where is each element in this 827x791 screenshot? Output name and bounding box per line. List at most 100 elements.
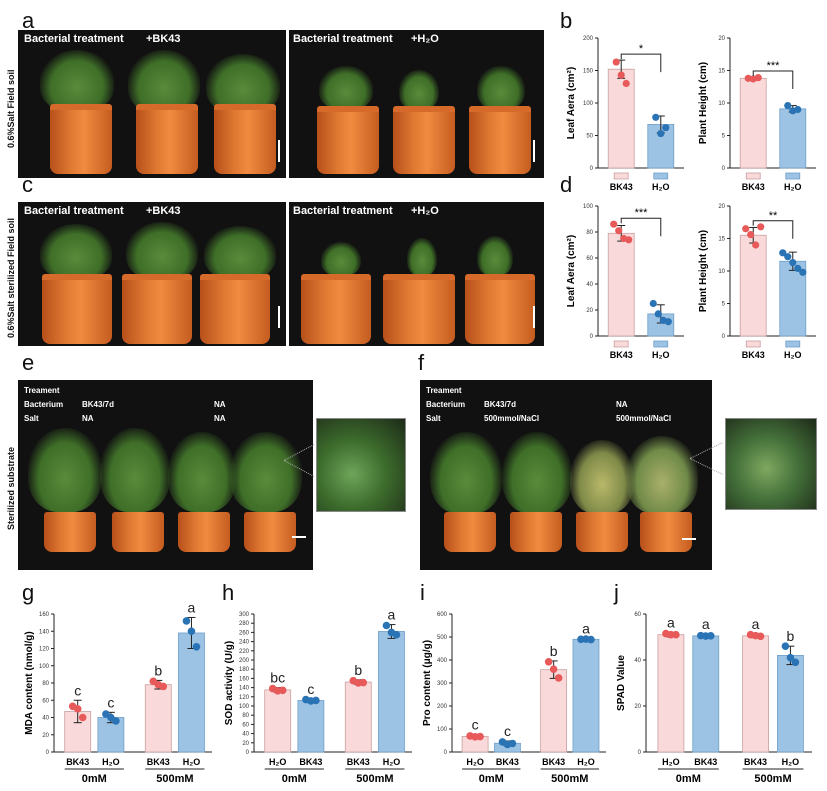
x-tick-label-1: BK43 [299,757,322,767]
significance-bracket [620,53,662,73]
bar-0 [739,77,767,169]
panel-letter-j: j [614,580,619,605]
y-tick-label: 160 [39,612,50,618]
data-point-0-3 [757,223,765,231]
bar-2 [742,635,769,753]
data-point-2-2 [159,682,168,691]
data-point-1-1 [784,253,792,261]
y-tick-label: 300 [239,612,250,618]
data-point-0-2 [476,732,484,741]
data-point-2-2 [554,674,563,682]
significance-bracket [620,217,662,237]
bar-3 [572,638,600,753]
data-point-0-2 [752,241,760,249]
x-tick-label-2: BK43 [147,757,170,767]
y-tick-label: 100 [583,101,594,107]
side-label-e: Sterilized substrate [6,446,16,530]
photo-f-table-cell-2-1: 500mmol/NaCl [484,414,540,423]
y-tick-label: 180 [239,667,250,673]
y-tick-label: 500 [437,635,448,641]
photo-e-table-cell-1-0: Bacterium [24,400,64,409]
photo-f-table-cell-1-2: NA [616,400,628,409]
y-tick-label: 60 [242,722,249,728]
data-point-1-0 [652,113,660,121]
y-tick-label: 20 [586,308,593,314]
significance-letter-0: c [74,682,81,698]
data-point-1-2 [794,105,802,114]
y-tick-label: 20 [42,733,49,739]
photo-f-table-cell-1-1: BK43/7d [484,400,517,409]
y-tick-label: 40 [42,716,49,722]
group-label-0: 0mM [282,773,307,785]
significance-bracket [752,220,794,239]
significance-marker: *** [635,207,649,219]
bar-1 [692,635,720,753]
bar-2 [540,669,568,753]
y-tick-label: 20 [718,204,725,210]
photo-f-table-cell-2-2: 500mmol/NaCl [616,414,672,423]
x-tick-label-1: BK43 [694,757,717,767]
y-axis-label: MDA content (nmol/g) [24,631,35,735]
data-point-1-1 [657,129,665,138]
y-axis-label: Plant Height (cm) [698,62,709,144]
data-point-0-0 [610,220,618,228]
x-tick-label-3: H₂O [183,757,201,767]
data-point-3-2 [392,630,401,639]
photo-f-inset [725,418,817,510]
significance-marker: *** [767,60,781,72]
photo-f-table-cell-1-0: Bacterium [426,400,466,409]
chart-g: 0 20 40 60 80 100 120 140 160 MDA content (nmol/g… [24,600,212,785]
bar-0 [607,68,635,169]
panel-letter-e: e [22,350,35,375]
bar-3 [178,632,205,753]
y-tick-label: 200 [583,36,594,42]
legend-swatch-1 [653,340,669,348]
y-tick-label: 140 [239,686,250,692]
y-tick-label: 15 [718,69,725,75]
data-point-1-3 [664,318,672,326]
panel-letter-f: f [418,350,425,375]
y-tick-label: 600 [437,612,448,618]
y-tick-label: 0 [246,750,250,756]
y-tick-label: 0 [590,334,594,340]
significance-letter-2: b [550,643,558,659]
photo-f-table-cell-2-0: Salt [426,414,441,423]
x-tick-label-0: BK43 [742,182,765,192]
y-tick-label: 15 [718,237,725,243]
significance-letter-1: a [702,616,710,632]
significance-letter-0: c [472,717,479,733]
chart-d1: 0 20 40 60 80 100 Leaf Aera (cm²) BK43 H₂O *** [566,204,684,360]
y-tick-label: 400 [437,658,448,664]
y-tick-label: 40 [586,282,593,288]
y-tick-label: 0 [638,750,642,756]
x-tick-label-0: H₂O [269,757,287,767]
data-point-3-2 [587,635,595,644]
y-tick-label: 0 [444,750,448,756]
y-tick-label: 140 [39,629,50,635]
data-point-1-0 [649,299,657,308]
data-point-0-1 [617,71,625,79]
photo-e-table-cell-2-0: Salt [24,414,39,423]
significance-letter-2: a [752,616,760,632]
x-tick-label-0: H₂O [466,757,484,767]
group-label-1: 500mM [754,773,791,785]
photo-f: Treament Bacterium BK43/7d NA Salt 500mmol/Na… [420,380,712,570]
bar-2 [144,684,172,753]
photo-a-left: Bacterial treatment +BK43 [18,30,286,178]
data-point-1-2 [112,717,120,725]
data-point-0-2 [754,74,762,82]
y-tick-label: 80 [586,230,593,236]
x-tick-label-2: BK43 [347,757,370,767]
y-tick-label: 150 [583,69,594,75]
y-tick-label: 200 [239,658,250,664]
data-point-3-1 [786,653,795,662]
data-point-0-1 [73,705,82,713]
data-point-0-2 [278,686,287,695]
bar-0 [607,232,635,337]
bar-3 [378,631,405,753]
data-point-2-2 [359,678,368,687]
y-tick-label: 0 [590,166,594,172]
y-tick-label: 100 [437,727,448,733]
photo-e-inset [316,418,406,512]
photo-e-table-cell-1-2: NA [214,400,226,409]
